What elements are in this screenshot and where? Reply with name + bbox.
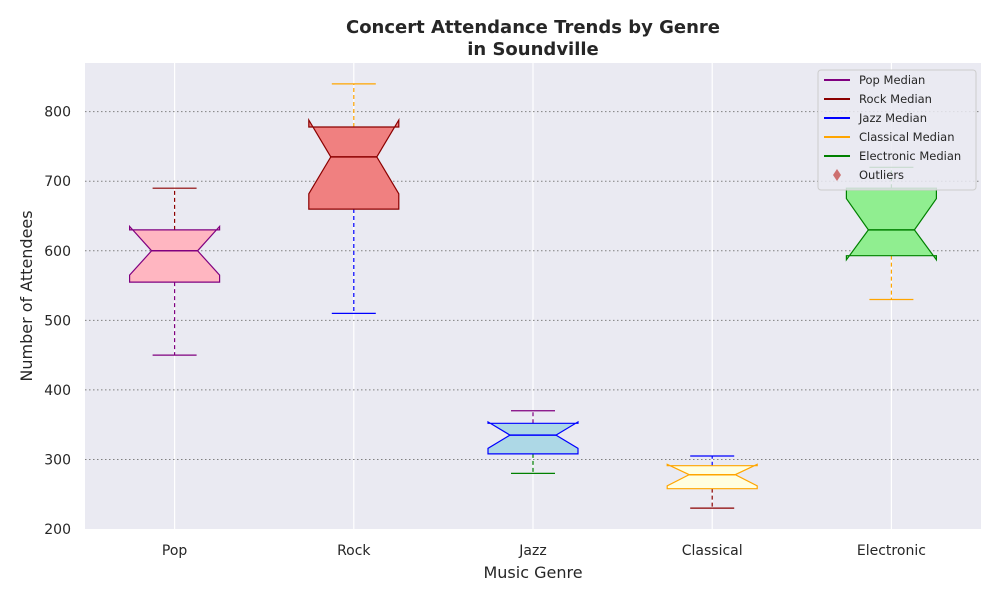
x-tick-label: Classical bbox=[682, 543, 743, 559]
legend-label: Rock Median bbox=[859, 92, 932, 106]
chart-title-line-2: in Soundville bbox=[467, 39, 599, 60]
axis-ticks: 200 300 400 500 600 700 800 Pop Rock Jazz Classica… bbox=[44, 105, 926, 559]
box-pop bbox=[129, 187, 221, 356]
legend-item: Rock Median bbox=[824, 92, 932, 106]
legend-box bbox=[817, 69, 977, 191]
legend-diamond-marker bbox=[833, 169, 841, 181]
box-classical bbox=[666, 455, 758, 509]
x-tick-label: Electronic bbox=[857, 543, 926, 559]
legend-label: Pop Median bbox=[859, 73, 925, 87]
legend: Pop Median Rock Median Jazz Median Classica… bbox=[817, 69, 977, 191]
box-plots bbox=[129, 83, 938, 509]
box-body bbox=[129, 224, 221, 283]
y-tick-label: 500 bbox=[44, 313, 71, 329]
legend-item: Electronic Median bbox=[824, 149, 961, 163]
legend-item: Jazz Median bbox=[824, 111, 927, 125]
x-tick-label: Rock bbox=[337, 543, 371, 559]
legend-label: Electronic Median bbox=[859, 149, 961, 163]
y-tick-label: 400 bbox=[44, 383, 71, 399]
y-axis-label: Number of Attendees bbox=[17, 210, 36, 381]
legend-label: Jazz Median bbox=[858, 111, 927, 125]
box-body bbox=[308, 117, 400, 210]
y-tick-label: 800 bbox=[44, 105, 71, 121]
legend-item: Outliers bbox=[833, 168, 904, 182]
x-tick-label: Pop bbox=[162, 543, 188, 559]
y-tick-label: 200 bbox=[44, 522, 71, 538]
y-tick-label: 700 bbox=[44, 174, 71, 190]
y-tick-label: 300 bbox=[44, 452, 71, 468]
x-axis-label: Music Genre bbox=[483, 563, 582, 582]
y-tick-label: 600 bbox=[44, 244, 71, 260]
box-body bbox=[487, 420, 579, 455]
x-tick-label: Jazz bbox=[518, 543, 546, 559]
legend-item: Classical Median bbox=[824, 130, 955, 144]
chart-title-line-1: Concert Attendance Trends by Genre bbox=[346, 17, 720, 38]
box-jazz bbox=[487, 410, 579, 474]
box-body bbox=[666, 463, 758, 490]
legend-label: Outliers bbox=[859, 168, 904, 182]
box-rock bbox=[308, 83, 400, 314]
legend-item: Pop Median bbox=[824, 73, 925, 87]
legend-label: Classical Median bbox=[859, 130, 955, 144]
